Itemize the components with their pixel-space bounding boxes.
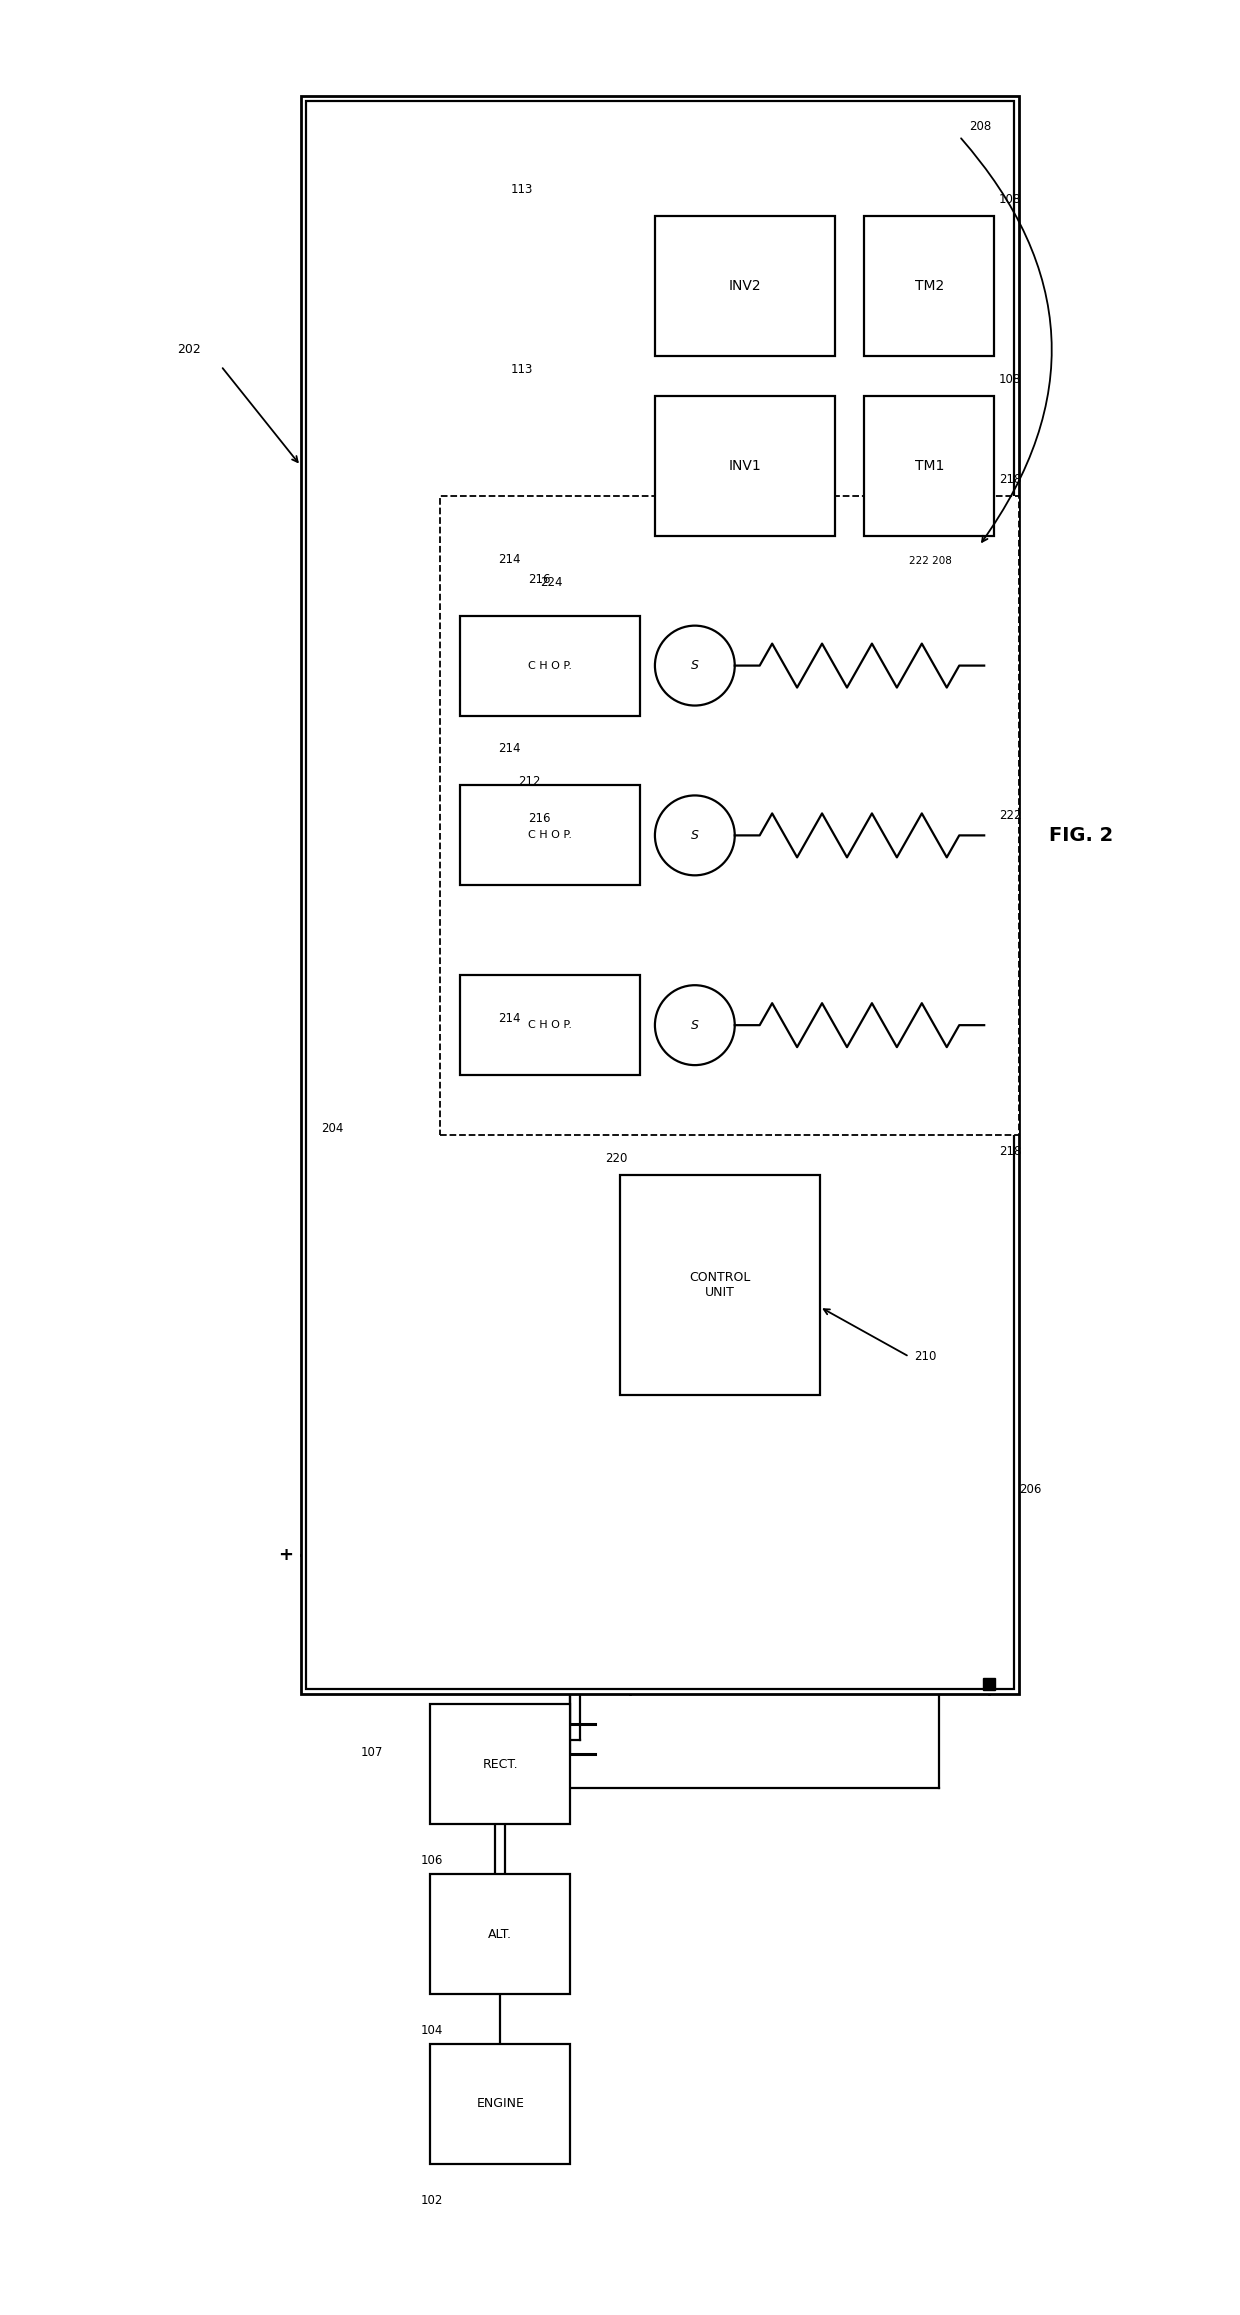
Text: 218: 218 [999,1146,1022,1158]
Bar [460,785,640,884]
Text: 222 208: 222 208 [909,556,952,565]
Text: 224: 224 [541,576,563,588]
Bar [620,1176,820,1394]
Bar [864,215,994,357]
Text: 218: 218 [999,472,1022,486]
Text: S: S [691,660,699,671]
Text: FIG. 2: FIG. 2 [1049,826,1114,845]
Text: S: S [691,1019,699,1032]
Text: 216: 216 [528,813,551,826]
Text: 216: 216 [528,572,551,586]
Text: INV1: INV1 [728,458,761,472]
Text: C H O P.: C H O P. [528,660,572,671]
Bar [655,215,835,357]
Text: C H O P.: C H O P. [528,1021,572,1030]
Text: RECT.: RECT. [482,1757,518,1771]
Bar [306,102,1014,1690]
Text: 220: 220 [605,1153,627,1164]
Text: 208: 208 [970,120,992,132]
Text: 104: 104 [420,2023,443,2037]
Text: C H O P.: C H O P. [528,831,572,840]
Bar [983,1678,996,1690]
Text: TM2: TM2 [915,280,944,294]
Text: 202: 202 [177,343,201,357]
Bar [655,396,835,535]
Text: TM1: TM1 [915,458,944,472]
Text: ENGINE: ENGINE [476,2097,525,2111]
Text: ALT.: ALT. [489,1928,512,1940]
Text: 214: 214 [497,743,521,755]
Text: 210: 210 [914,1350,936,1364]
Bar [430,1704,570,1824]
Bar [460,975,640,1074]
Bar [430,2044,570,2165]
Bar [864,396,994,535]
Text: CONTROL
UNIT: CONTROL UNIT [689,1271,750,1299]
Text: 113: 113 [510,363,533,375]
Text: 214: 214 [497,1012,521,1026]
Bar [301,97,1019,1695]
Text: 113: 113 [510,183,533,197]
Text: INV2: INV2 [728,280,761,294]
Text: 204: 204 [321,1123,343,1134]
Bar [430,1875,570,1993]
Text: 106: 106 [420,1854,443,1868]
Text: 206: 206 [1019,1484,1042,1495]
Text: +: + [278,1546,293,1563]
Text: 214: 214 [497,553,521,565]
Text: 108: 108 [999,192,1022,206]
Text: 102: 102 [420,2195,443,2206]
Text: 222: 222 [999,808,1022,822]
Text: 212: 212 [517,776,541,789]
Text: 107: 107 [361,1746,383,1759]
Text: 108: 108 [999,373,1022,387]
Text: S: S [691,829,699,843]
Bar [440,495,1019,1134]
Bar [460,616,640,715]
